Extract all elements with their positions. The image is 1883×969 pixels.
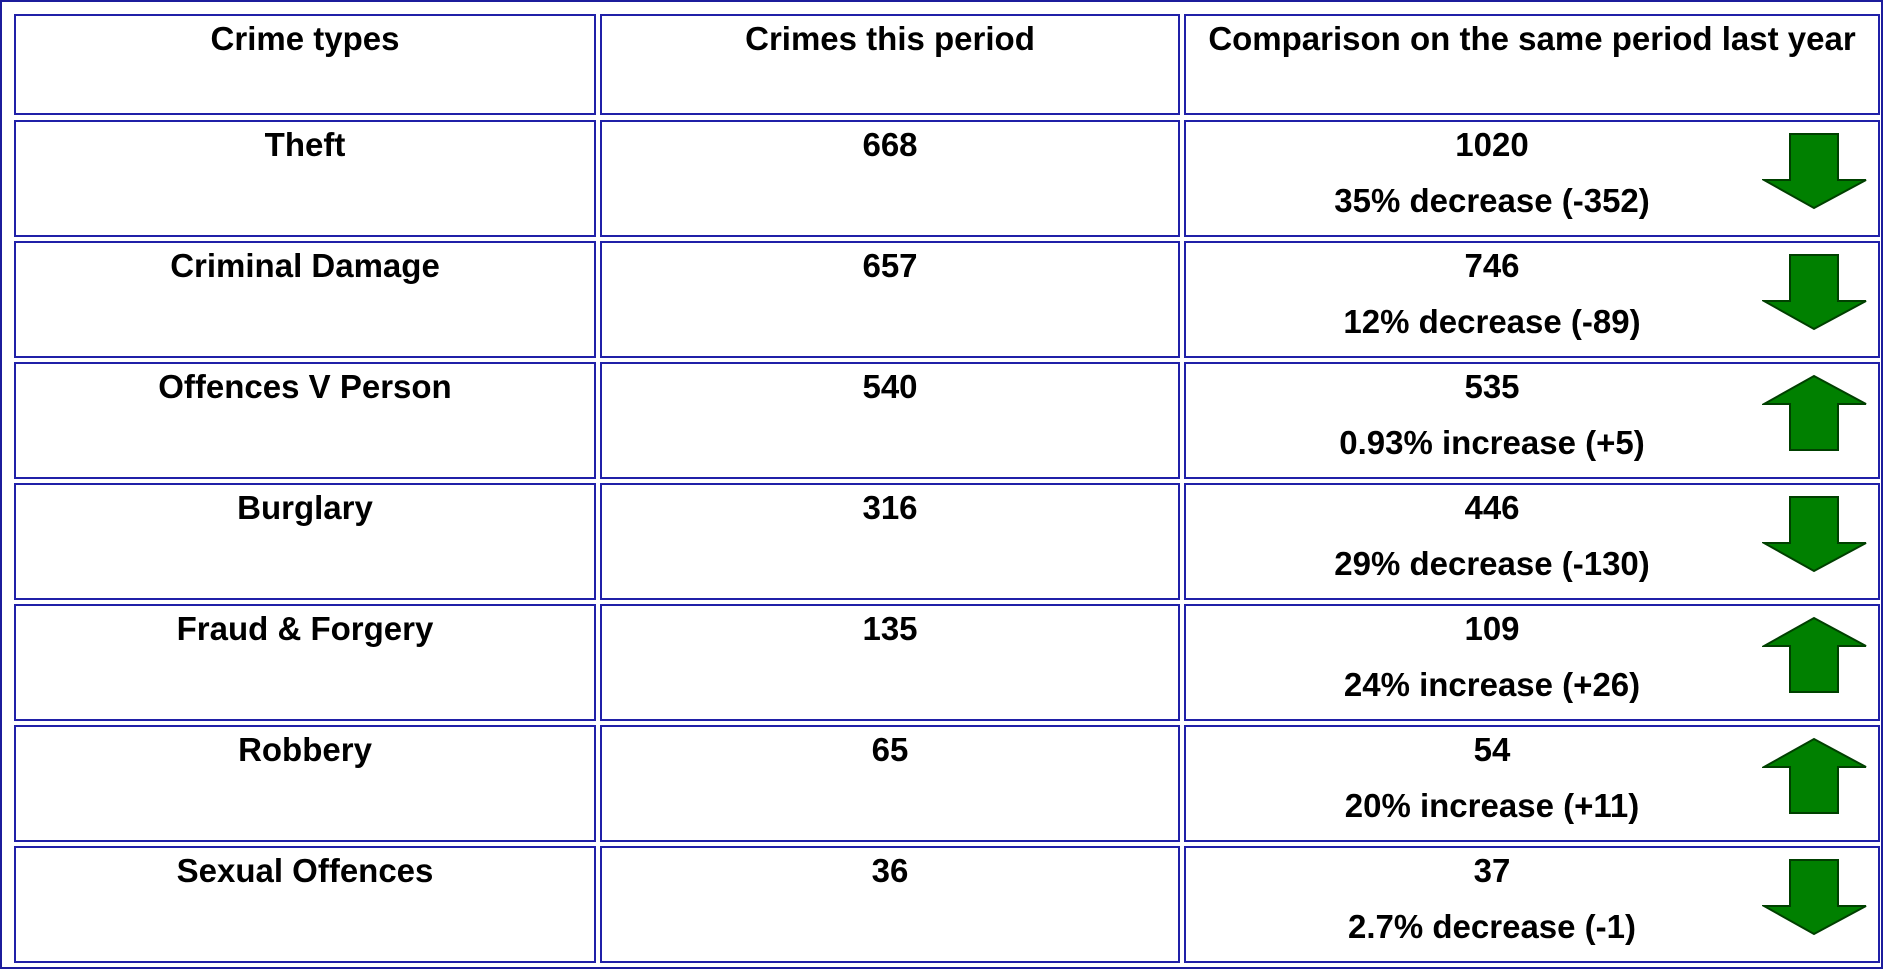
header-cell: Crime types bbox=[14, 14, 596, 115]
last-year-count: 37 bbox=[1473, 852, 1511, 889]
last-year-count: 109 bbox=[1464, 610, 1520, 647]
crime-type-cell: Sexual Offences bbox=[14, 846, 596, 963]
crime-type-cell: Offences V Person bbox=[14, 362, 596, 479]
current-cell: 668 bbox=[600, 120, 1180, 237]
change-text: 24% increase (+26) bbox=[1343, 666, 1641, 703]
current-count: 540 bbox=[862, 368, 918, 405]
trend-arrow bbox=[1762, 616, 1867, 693]
crime-type-cell: Robbery bbox=[14, 725, 596, 842]
arrow-shape bbox=[1762, 616, 1867, 693]
arrow-shape bbox=[1762, 254, 1867, 331]
current-count: 135 bbox=[862, 610, 918, 647]
trend-arrow bbox=[1762, 737, 1867, 814]
last-year-count: 54 bbox=[1473, 731, 1511, 768]
current-cell: 135 bbox=[600, 604, 1180, 721]
comparison-cell: 446 29% decrease (-130) bbox=[1184, 483, 1880, 600]
crime-type-cell: Fraud & Forgery bbox=[14, 604, 596, 721]
current-cell: 65 bbox=[600, 725, 1180, 842]
last-year-count: 746 bbox=[1464, 247, 1520, 284]
change-text: 2.7% decrease (-1) bbox=[1348, 908, 1636, 945]
current-count: 36 bbox=[871, 852, 909, 889]
current-count: 65 bbox=[871, 731, 909, 768]
current-cell: 540 bbox=[600, 362, 1180, 479]
comparison-cell: 1020 35% decrease (-352) bbox=[1184, 120, 1880, 237]
current-count: 657 bbox=[862, 247, 918, 284]
arrow-shape bbox=[1762, 374, 1867, 451]
crime-type: Offences V Person bbox=[158, 368, 452, 405]
current-cell: 657 bbox=[600, 241, 1180, 358]
crime-type-cell: Burglary bbox=[14, 483, 596, 600]
change-text: 20% increase (+11) bbox=[1344, 787, 1640, 824]
change-text: 0.93% increase (+5) bbox=[1339, 424, 1645, 461]
crime-type: Robbery bbox=[238, 731, 372, 768]
arrow-shape bbox=[1762, 737, 1867, 814]
comparison-cell: 746 12% decrease (-89) bbox=[1184, 241, 1880, 358]
trend-arrow bbox=[1762, 374, 1867, 451]
crime-type: Sexual Offences bbox=[176, 852, 434, 889]
comparison-cell: 54 20% increase (+11) bbox=[1184, 725, 1880, 842]
comparison-cell: 535 0.93% increase (+5) bbox=[1184, 362, 1880, 479]
trend-arrow bbox=[1762, 859, 1867, 936]
change-text: 12% decrease (-89) bbox=[1343, 303, 1641, 340]
header-text: Comparison on the same period last year bbox=[1208, 20, 1856, 57]
current-cell: 36 bbox=[600, 846, 1180, 963]
header-text: Crimes this period bbox=[745, 20, 1035, 57]
crime-type: Fraud & Forgery bbox=[176, 610, 434, 647]
header-cell: Crimes this period bbox=[600, 14, 1180, 115]
arrow-shape bbox=[1762, 133, 1867, 210]
trend-arrow bbox=[1762, 133, 1867, 210]
current-count: 668 bbox=[862, 126, 918, 163]
current-count: 316 bbox=[862, 489, 918, 526]
crime-type: Burglary bbox=[237, 489, 373, 526]
header-cell: Comparison on the same period last year bbox=[1184, 14, 1880, 115]
header-text: Crime types bbox=[210, 20, 400, 57]
trend-arrow bbox=[1762, 254, 1867, 331]
crime-type-cell: Theft bbox=[14, 120, 596, 237]
crime-type: Criminal Damage bbox=[170, 247, 440, 284]
change-text: 35% decrease (-352) bbox=[1334, 182, 1650, 219]
trend-arrow bbox=[1762, 496, 1867, 573]
arrow-shape bbox=[1762, 496, 1867, 573]
crime-type-cell: Criminal Damage bbox=[14, 241, 596, 358]
last-year-count: 535 bbox=[1464, 368, 1520, 405]
last-year-count: 446 bbox=[1464, 489, 1520, 526]
current-cell: 316 bbox=[600, 483, 1180, 600]
arrow-shape bbox=[1762, 859, 1867, 936]
comparison-cell: 37 2.7% decrease (-1) bbox=[1184, 846, 1880, 963]
comparison-cell: 109 24% increase (+26) bbox=[1184, 604, 1880, 721]
crime-type: Theft bbox=[264, 126, 346, 163]
change-text: 29% decrease (-130) bbox=[1334, 545, 1650, 582]
last-year-count: 1020 bbox=[1455, 126, 1529, 163]
